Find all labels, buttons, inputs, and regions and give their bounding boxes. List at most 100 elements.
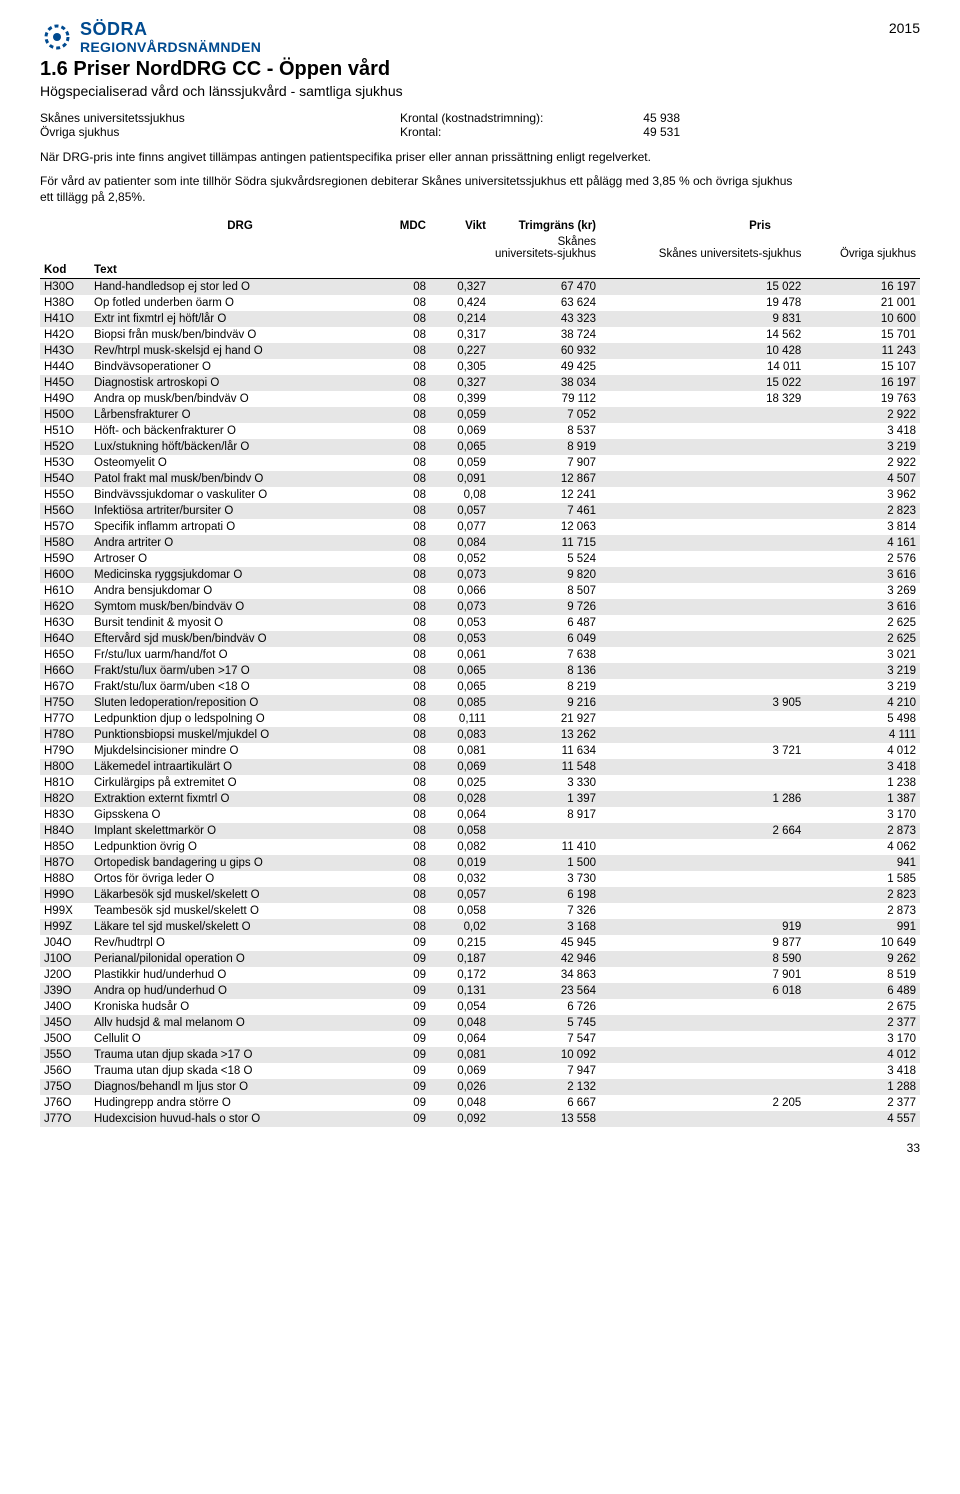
cell-p1: [600, 583, 805, 599]
cell-trim: 49 425: [490, 359, 600, 375]
cell-vikt: 0,065: [430, 679, 490, 695]
cell-vikt: 0,214: [430, 311, 490, 327]
cell-mdc: 08: [390, 535, 430, 551]
col-trim: Trimgräns (kr): [490, 218, 600, 234]
logo-text-top: SÖDRA: [80, 20, 261, 38]
cell-mdc: 08: [390, 855, 430, 871]
cell-text: Bursit tendinit & myosit O: [90, 615, 390, 631]
cell-mdc: 08: [390, 375, 430, 391]
cell-text: Ledpunktion djup o ledspolning O: [90, 711, 390, 727]
cell-text: Eftervård sjd musk/ben/bindväv O: [90, 631, 390, 647]
cell-vikt: 0,02: [430, 919, 490, 935]
meta-value: 45 938: [600, 111, 680, 125]
cell-vikt: 0,054: [430, 999, 490, 1015]
table-row: H61OAndra bensjukdomar O080,0668 5073 26…: [40, 583, 920, 599]
cell-p1: [600, 599, 805, 615]
cell-vikt: 0,083: [430, 727, 490, 743]
cell-p2: 1 238: [805, 775, 920, 791]
cell-p2: 6 489: [805, 983, 920, 999]
cell-vikt: 0,065: [430, 439, 490, 455]
meta-label: Övriga sjukhus: [40, 125, 400, 139]
table-row: H60OMedicinska ryggsjukdomar O080,0739 8…: [40, 567, 920, 583]
cell-trim: 9 726: [490, 599, 600, 615]
paragraph-1: När DRG-pris inte finns angivet tillämpa…: [40, 149, 800, 165]
cell-kod: H53O: [40, 455, 90, 471]
year-label: 2015: [889, 20, 920, 36]
cell-text: Punktionsbiopsi muskel/mjukdel O: [90, 727, 390, 743]
cell-mdc: 09: [390, 935, 430, 951]
table-row: H88OOrtos för övriga leder O080,0323 730…: [40, 871, 920, 887]
cell-text: Symtom musk/ben/bindväv O: [90, 599, 390, 615]
cell-text: Artroser O: [90, 551, 390, 567]
cell-kod: H99X: [40, 903, 90, 919]
cell-p1: 15 022: [600, 278, 805, 295]
cell-trim: 6 667: [490, 1095, 600, 1111]
cell-p1: [600, 519, 805, 535]
cell-text: Plastikkir hud/underhud O: [90, 967, 390, 983]
cell-text: Diagnos/behandl m ljus stor O: [90, 1079, 390, 1095]
table-row: H50OLårbensfrakturer O080,0597 0522 922: [40, 407, 920, 423]
price-table: DRG MDC Vikt Trimgräns (kr) Pris Skånes …: [40, 218, 920, 1127]
cell-text: Cirkulärgips på extremitet O: [90, 775, 390, 791]
cell-p1: [600, 871, 805, 887]
cell-p1: [600, 647, 805, 663]
cell-p2: 2 922: [805, 407, 920, 423]
cell-p1: 1 286: [600, 791, 805, 807]
cell-vikt: 0,064: [430, 1031, 490, 1047]
cell-kod: H99Z: [40, 919, 90, 935]
cell-vikt: 0,08: [430, 487, 490, 503]
cell-mdc: 08: [390, 407, 430, 423]
cell-text: Hand-handledsop ej stor led O: [90, 278, 390, 295]
col-vikt: Vikt: [430, 218, 490, 234]
cell-kod: H38O: [40, 295, 90, 311]
cell-trim: 3 168: [490, 919, 600, 935]
cell-text: Läkare tel sjd muskel/skelett O: [90, 919, 390, 935]
cell-trim: 8 507: [490, 583, 600, 599]
cell-mdc: 08: [390, 471, 430, 487]
cell-p2: 3 021: [805, 647, 920, 663]
cell-p2: 3 170: [805, 807, 920, 823]
cell-p2: 2 823: [805, 503, 920, 519]
cell-p2: 3 219: [805, 679, 920, 695]
cell-text: Andra op musk/ben/bindväv O: [90, 391, 390, 407]
cell-text: Gipsskena O: [90, 807, 390, 823]
table-row: J10OPerianal/pilonidal operation O090,18…: [40, 951, 920, 967]
cell-vikt: 0,066: [430, 583, 490, 599]
cell-kod: J39O: [40, 983, 90, 999]
cell-vikt: 0,053: [430, 615, 490, 631]
table-row: H49OAndra op musk/ben/bindväv O080,39979…: [40, 391, 920, 407]
table-row: H57OSpecifik inflamm artropati O080,0771…: [40, 519, 920, 535]
cell-trim: 1 500: [490, 855, 600, 871]
cell-p1: 10 428: [600, 343, 805, 359]
page-number: 33: [40, 1141, 920, 1155]
cell-p1: [600, 455, 805, 471]
page-header: SÖDRA REGIONVÅRDSNÄMNDEN 2015: [40, 20, 920, 54]
cell-p1: [600, 1111, 805, 1127]
cell-p1: [600, 679, 805, 695]
cell-vikt: 0,187: [430, 951, 490, 967]
cell-p2: 3 418: [805, 423, 920, 439]
cell-kod: J75O: [40, 1079, 90, 1095]
cell-vikt: 0,172: [430, 967, 490, 983]
cell-p2: 2 377: [805, 1015, 920, 1031]
cell-p2: 2 873: [805, 903, 920, 919]
cell-vikt: 0,053: [430, 631, 490, 647]
cell-p2: 15 107: [805, 359, 920, 375]
cell-text: Rev/htrpl musk-skelsjd ej hand O: [90, 343, 390, 359]
cell-vikt: 0,091: [430, 471, 490, 487]
cell-kod: H58O: [40, 535, 90, 551]
cell-trim: 5 524: [490, 551, 600, 567]
cell-kod: J04O: [40, 935, 90, 951]
cell-text: Ortos för övriga leder O: [90, 871, 390, 887]
cell-text: Teambesök sjd muskel/skelett O: [90, 903, 390, 919]
cell-vikt: 0,025: [430, 775, 490, 791]
table-row: J77OHudexcision huvud-hals o stor O090,0…: [40, 1111, 920, 1127]
cell-kod: H84O: [40, 823, 90, 839]
cell-trim: 7 547: [490, 1031, 600, 1047]
cell-p2: 10 600: [805, 311, 920, 327]
cell-kod: H51O: [40, 423, 90, 439]
cell-trim: 11 634: [490, 743, 600, 759]
cell-trim: 67 470: [490, 278, 600, 295]
cell-kod: H83O: [40, 807, 90, 823]
table-row: H78OPunktionsbiopsi muskel/mjukdel O080,…: [40, 727, 920, 743]
